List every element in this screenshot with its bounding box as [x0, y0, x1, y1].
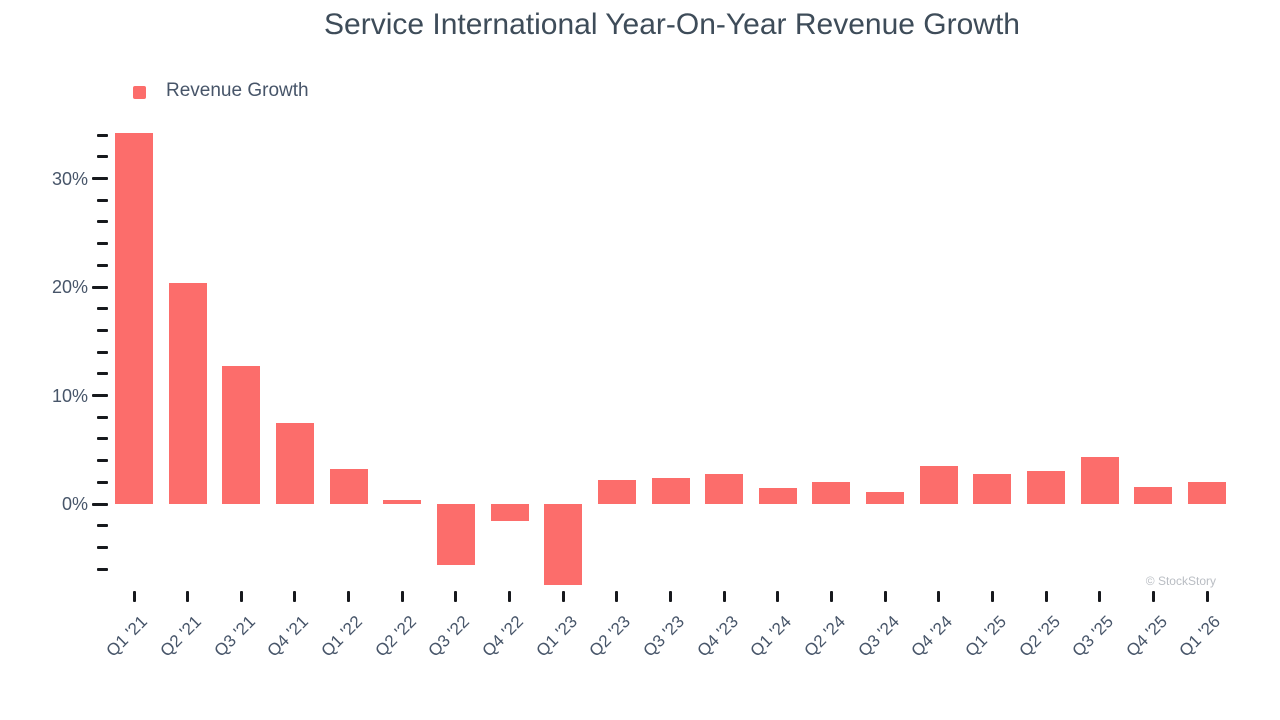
x-tick-label: Q3 '24 [854, 612, 903, 661]
x-tick [669, 591, 672, 602]
x-tick [776, 591, 780, 602]
y-minor-tick [97, 567, 108, 571]
x-tick [400, 591, 404, 602]
y-minor-tick [97, 372, 108, 376]
x-tick-label: Q4 '22 [478, 612, 527, 661]
x-tick [937, 591, 941, 602]
x-tick [722, 591, 726, 602]
y-major-tick [92, 177, 108, 180]
x-tick-label: Q3 '25 [1068, 612, 1118, 661]
x-tick-label: Q2 '24 [800, 612, 849, 661]
bar [383, 499, 422, 504]
x-tick-label: Q3 '23 [639, 612, 688, 661]
x-tick [347, 591, 351, 602]
bar [705, 473, 744, 504]
y-minor-tick [97, 220, 108, 224]
bar [758, 487, 797, 504]
x-tick-label: Q1 '25 [961, 612, 1010, 661]
bar [115, 132, 153, 504]
bar [168, 282, 207, 504]
y-major-tick [92, 502, 108, 506]
x-tick-label: Q3 '21 [210, 612, 259, 661]
x-tick-label: Q4 '23 [693, 612, 742, 661]
y-tick-label: 10% [51, 385, 88, 406]
x-tick [186, 591, 190, 602]
bar [329, 469, 368, 504]
y-minor-tick [97, 437, 108, 441]
y-minor-tick [97, 198, 108, 202]
x-tick-label: Q2 '23 [585, 612, 635, 661]
y-minor-tick [97, 415, 108, 419]
x-tick [990, 591, 994, 602]
bar [973, 473, 1012, 504]
bar [275, 422, 314, 504]
x-tick-label: Q3 '22 [424, 612, 474, 661]
x-tick [1205, 591, 1209, 602]
legend: Revenue Growth [133, 80, 309, 102]
y-minor-tick [97, 524, 108, 528]
y-minor-tick [97, 459, 108, 463]
x-tick-label: Q2 '21 [156, 612, 206, 661]
x-tick [1044, 591, 1048, 602]
y-tick-label: 0% [61, 494, 88, 514]
bar [1080, 457, 1119, 504]
x-tick [829, 591, 833, 602]
x-tick [239, 591, 243, 602]
x-tick-label: Q1 '24 [746, 612, 796, 661]
x-tick-label: Q4 '25 [1122, 612, 1171, 661]
bar [436, 504, 475, 565]
x-tick-label: Q1 '21 [102, 612, 152, 661]
y-minor-tick [97, 155, 108, 159]
y-minor-tick [97, 545, 108, 549]
x-tick-label: Q2 '25 [1015, 612, 1064, 661]
bar [812, 482, 851, 504]
legend-label: Revenue Growth [166, 80, 309, 101]
y-minor-tick [97, 133, 108, 137]
x-tick [1098, 591, 1102, 602]
bar [1134, 486, 1173, 504]
x-tick [615, 591, 619, 602]
bar [866, 492, 905, 504]
bar [651, 477, 690, 504]
y-minor-tick [97, 307, 108, 311]
x-tick [132, 591, 136, 602]
y-minor-tick [97, 242, 108, 246]
x-tick [508, 591, 512, 602]
x-tick-label: Q1 '26 [1175, 612, 1225, 661]
bar [1188, 482, 1226, 504]
x-tick [561, 591, 565, 602]
y-minor-tick [97, 328, 108, 332]
x-tick-label: Q1 '22 [317, 612, 367, 661]
x-tick-label: Q4 '21 [263, 612, 313, 661]
y-tick-label: 30% [51, 168, 88, 189]
watermark: © StockStory [1145, 574, 1216, 588]
bar [919, 466, 958, 504]
y-major-tick [92, 285, 108, 289]
bar [222, 366, 261, 504]
x-tick-label: Q2 '22 [371, 612, 420, 661]
x-tick [454, 591, 458, 602]
y-major-tick [92, 394, 108, 397]
x-tick [883, 591, 887, 602]
y-minor-tick [97, 350, 108, 354]
y-minor-tick [97, 480, 108, 484]
x-tick [293, 591, 297, 602]
chart-title: Service International Year-On-Year Reven… [324, 8, 1020, 41]
y-tick-label: 20% [51, 277, 88, 297]
x-tick [1151, 591, 1155, 602]
bar [490, 504, 529, 522]
x-tick-label: Q1 '23 [532, 612, 581, 661]
bar [597, 480, 636, 504]
x-tick-label: Q4 '24 [907, 612, 957, 661]
legend-swatch-icon [133, 85, 146, 99]
bar [544, 504, 583, 586]
bar [1027, 471, 1066, 504]
y-minor-tick [97, 263, 108, 267]
